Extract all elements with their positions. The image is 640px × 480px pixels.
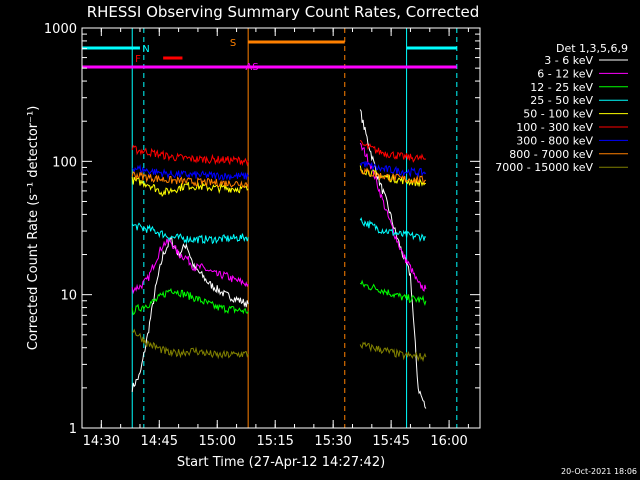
series-line-1-seg-0 — [131, 238, 249, 295]
legend-label: 100 - 300 keV — [516, 121, 593, 134]
series-3 — [131, 217, 427, 245]
y-tick-label: 1000 — [44, 22, 77, 37]
series-line-4-seg-0 — [131, 176, 249, 197]
series-line-2-seg-0 — [131, 287, 249, 316]
legend-label: 12 - 25 keV — [530, 81, 593, 94]
state-bar-label: AS — [245, 62, 258, 73]
plot-frame — [81, 27, 481, 429]
series-line-7-seg-1 — [359, 167, 426, 185]
plot-area: NF S AS — [82, 28, 458, 428]
legend-label: 3 - 6 keV — [544, 54, 593, 67]
x-tick-label: 15:30 — [314, 434, 351, 449]
series-7 — [131, 167, 426, 189]
series-0 — [131, 109, 427, 409]
legend-label: 6 - 12 keV — [537, 67, 593, 80]
legend-label: 25 - 50 keV — [530, 94, 593, 107]
chart-title: RHESSI Observing Summary Count Rates, Co… — [87, 3, 480, 21]
y-tick-label: 100 — [52, 155, 77, 170]
x-tick-label: 14:45 — [141, 434, 178, 449]
series-line-7-seg-0 — [131, 171, 249, 189]
series-line-5-seg-0 — [131, 144, 249, 167]
legend-title: Det 1,3,5,6,9 — [556, 42, 628, 55]
state-bar-label: S — [230, 38, 236, 49]
y-tick-label: 1 — [69, 422, 77, 437]
x-axis-label: Start Time (27-Apr-12 14:27:42) — [177, 455, 385, 470]
x-tick-label: 14:30 — [83, 434, 120, 449]
series-line-3-seg-0 — [131, 222, 249, 245]
series-line-6-seg-0 — [131, 164, 249, 181]
footer-timestamp: 20-Oct-2021 18:06 — [561, 467, 637, 476]
series-8 — [132, 328, 427, 363]
series-line-5-seg-1 — [359, 139, 426, 163]
y-tick-label: 10 — [60, 289, 77, 304]
series-line-8-seg-1 — [359, 341, 427, 363]
series-2 — [131, 279, 427, 316]
series-6 — [131, 161, 427, 181]
x-tick-label: 15:45 — [372, 434, 409, 449]
x-tick-label: 15:15 — [256, 434, 293, 449]
state-bar-label: N — [142, 44, 149, 55]
legend-label: 800 - 7000 keV — [509, 148, 593, 161]
state-bar-label: F — [135, 54, 141, 65]
series-line-6-seg-1 — [359, 161, 427, 178]
legend-label: 300 - 800 keV — [516, 134, 593, 147]
series-5 — [131, 139, 426, 167]
axes: 14:30 14:45 15:00 15:15 15:30 15:45 16:00 1 10 10… — [44, 22, 480, 449]
x-tick-label: 16:00 — [430, 434, 467, 449]
series-line-1-seg-1 — [359, 142, 427, 292]
series-line-3-seg-1 — [359, 217, 427, 243]
series-line-0-seg-1 — [359, 109, 427, 409]
series-line-0-seg-0 — [131, 236, 249, 392]
legend-label: 50 - 100 keV — [523, 108, 593, 121]
series-line-2-seg-1 — [359, 279, 427, 306]
series-line-8-seg-0 — [132, 328, 249, 360]
x-tick-label: 15:00 — [199, 434, 236, 449]
y-axis-label: Corrected Count Rate (s⁻¹ detector⁻¹) — [26, 106, 41, 351]
legend-label: 7000 - 15000 keV — [495, 161, 593, 174]
series-1 — [131, 142, 427, 295]
